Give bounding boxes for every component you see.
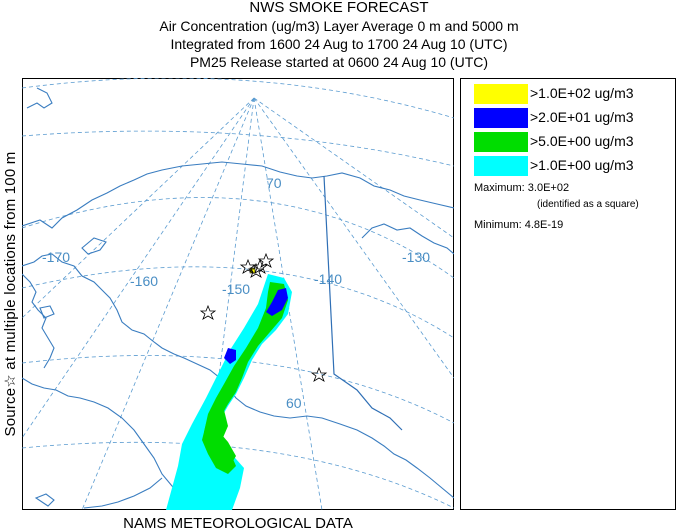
lat-line-80	[21, 77, 455, 119]
legend-row-4: >1.0E+00 ug/m3	[474, 156, 634, 176]
lon-label-170: -170	[42, 249, 70, 265]
legend-label-3: >5.0E+00 ug/m3	[530, 133, 634, 149]
lon-label-130: -130	[402, 249, 430, 265]
coast-arctic-canada	[361, 223, 455, 255]
release-info: PM25 Release started at 0600 24 Aug 10 (…	[189, 54, 489, 70]
source-label-text: Source☆ at multiple locations from 100 m	[2, 151, 19, 437]
smoke-plume	[166, 267, 292, 510]
coast-gulf-of-alaska	[21, 253, 455, 499]
lon-label-140: -140	[314, 271, 342, 287]
lat-line-65	[21, 266, 455, 339]
coast-bristol-bay	[21, 377, 193, 505]
plume-level-3b	[224, 348, 236, 364]
coast-island-a	[81, 237, 107, 255]
plume-level-3a	[266, 288, 288, 316]
map-frame	[22, 78, 454, 510]
source-star-2	[310, 366, 328, 382]
coastlines	[21, 87, 455, 509]
legend-label-4: >1.0E+00 ug/m3	[530, 157, 634, 173]
lon-line-120	[253, 97, 455, 239]
border-line	[323, 175, 403, 431]
legend-panel: >1.0E+02 ug/m3 >2.0E+01 ug/m3 >5.0E+00 u…	[460, 78, 676, 510]
source-markers	[199, 252, 328, 382]
legend-swatch-blue	[474, 108, 528, 128]
map-canvas: -170 -160 -150 -140 -130 70 60	[21, 77, 455, 511]
lon-line-170	[21, 97, 255, 439]
legend-row-2: >2.0E+01 ug/m3	[474, 108, 634, 128]
lon-line-180	[21, 97, 255, 319]
concentration-subtitle: Air Concentration (ug/m3) Layer Average …	[159, 18, 519, 34]
lon-line-160	[81, 97, 255, 511]
latitude-lines	[21, 77, 455, 509]
lat-line-60	[21, 355, 455, 424]
source-star-1	[199, 304, 217, 320]
source-side-label: Source☆ at multiple locations from 100 m	[0, 78, 20, 510]
legend-swatch-green	[474, 132, 528, 152]
lon-line-130	[253, 97, 455, 379]
coast-alaska-peninsula	[83, 477, 163, 509]
lon-label-160: -160	[130, 273, 158, 289]
coast-island-c	[34, 493, 55, 507]
legend-swatch-yellow	[474, 84, 528, 104]
lat-line-70	[21, 197, 455, 279]
maximum-note: (identified as a square)	[537, 199, 639, 210]
coast-island-b	[39, 305, 55, 319]
lat-label-60: 60	[286, 395, 302, 411]
lat-line-75	[21, 130, 455, 167]
lat-label-70: 70	[266, 175, 282, 191]
data-source-footer: NAMS METEOROLOGICAL DATA	[123, 515, 353, 532]
map-panel: -170 -160 -150 -140 -130 70 60	[21, 77, 455, 511]
coast-arctic-islands	[26, 87, 53, 109]
legend-label-1: >1.0E+02 ug/m3	[530, 85, 634, 101]
forecast-title: NWS SMOKE FORECAST	[249, 0, 429, 16]
lat-line-55	[21, 441, 455, 509]
lon-label-150: -150	[222, 281, 250, 297]
source-star-6	[251, 258, 269, 274]
legend-swatch-cyan	[474, 156, 528, 176]
legend-row-3: >5.0E+00 ug/m3	[474, 132, 634, 152]
plume-level-2b	[202, 408, 236, 474]
coast-bering	[21, 273, 55, 369]
legend-row-1: >1.0E+02 ug/m3	[474, 84, 634, 104]
coast-north-slope	[21, 161, 455, 229]
minimum-value: Minimum: 4.8E-19	[474, 219, 564, 231]
legend-label-2: >2.0E+01 ug/m3	[530, 109, 634, 125]
plume-level-2	[204, 282, 288, 466]
source-star-5	[257, 252, 275, 268]
integration-period: Integrated from 1600 24 Aug to 1700 24 A…	[170, 36, 508, 52]
source-star-4	[247, 262, 265, 278]
maximum-value: Maximum: 3.0E+02	[474, 182, 570, 194]
